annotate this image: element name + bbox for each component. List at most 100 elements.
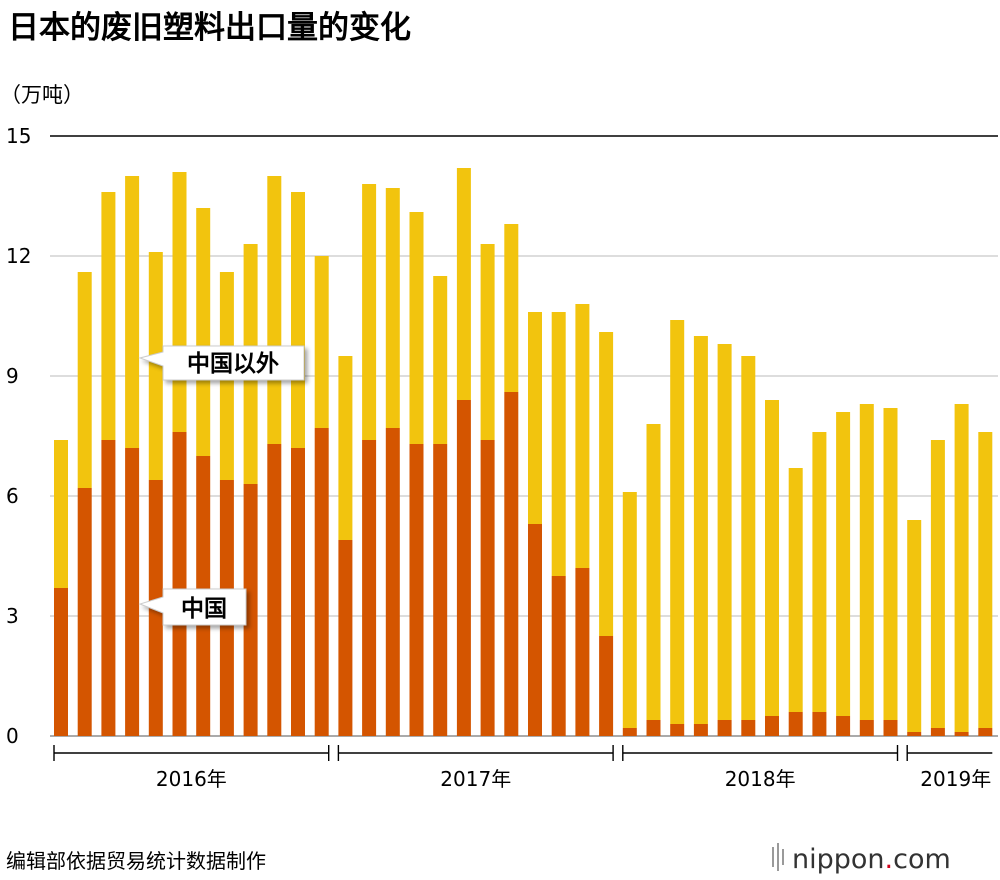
bar-other-segment <box>930 440 945 728</box>
source-note: 编辑部依据贸易统计数据制作 <box>6 849 266 873</box>
bar-other-segment <box>575 304 590 568</box>
year-label: 2016年 <box>156 767 227 791</box>
logo-mark-icon <box>772 843 784 871</box>
bar-china-segment <box>456 400 471 736</box>
callout-label-other: 中国以外 <box>187 350 279 377</box>
gridlines <box>50 135 998 737</box>
bar-china-segment <box>741 720 756 736</box>
bar-other-segment <box>978 432 993 728</box>
bar-other-segment <box>765 400 779 716</box>
bar-china-segment <box>788 712 803 736</box>
callout-other: 中国以外 <box>138 345 305 381</box>
callout-other-box <box>138 345 305 381</box>
bar-china-segment <box>338 540 353 736</box>
bar-other-segment <box>433 276 448 444</box>
bar-other-segment <box>859 404 874 720</box>
year-group: 2017年 <box>337 745 614 791</box>
bar-china-segment <box>575 568 590 736</box>
bar-other-segment <box>125 176 140 448</box>
bar-china-segment <box>528 524 542 736</box>
bar-other-segment <box>362 184 377 440</box>
bar-china-segment <box>409 444 424 736</box>
callout-china-box <box>138 588 247 626</box>
logo-text-suffix: com <box>893 844 951 875</box>
callout-china: 中国 <box>138 588 247 626</box>
bar-china-segment <box>385 428 400 736</box>
bar-other-segment <box>480 244 495 440</box>
year-label: 2019年 <box>920 767 991 791</box>
bar-other-segment <box>646 424 661 720</box>
bar-china-segment <box>77 488 92 736</box>
bar-other-segment <box>338 356 353 540</box>
bar-china-segment <box>267 444 282 736</box>
bar-other-segment <box>54 440 68 588</box>
bar-china-segment <box>836 716 851 736</box>
bar-other-segment <box>788 468 803 712</box>
bar-other-segment <box>77 272 92 488</box>
bar-other-segment <box>717 344 732 720</box>
logo-text-dot: . <box>885 844 894 875</box>
bar-china-segment <box>291 448 305 736</box>
bar-other-segment <box>622 492 637 728</box>
bar-china-segment <box>362 440 377 736</box>
bar-china-segment <box>693 724 708 736</box>
bar-other-segment <box>836 412 851 716</box>
bar-china-segment <box>859 720 874 736</box>
bar-china-segment <box>883 720 898 736</box>
logo-text-name: nippon <box>792 844 885 875</box>
y-tick-label: 12 <box>6 244 31 268</box>
y-tick-label: 6 <box>6 484 19 508</box>
svg-text:nippon.com: nippon.com <box>792 844 951 875</box>
nippon-logo: nippon.com <box>772 843 951 875</box>
bar-other-segment <box>504 224 519 392</box>
bar-china-segment <box>504 392 519 736</box>
bar-china-segment <box>646 720 661 736</box>
bar-china-segment <box>978 728 993 736</box>
bar-other-segment <box>907 520 922 732</box>
bar-other-segment <box>528 312 542 524</box>
x-axis-year-groups: 2016年 2017年 2018年 2019年 <box>53 745 993 791</box>
bar-other-segment <box>172 172 187 432</box>
bar-other-segment <box>551 312 566 576</box>
bar-china-segment <box>54 588 68 736</box>
bar-china-segment <box>551 576 566 736</box>
bar-other-segment <box>148 252 163 480</box>
year-label: 2017年 <box>440 767 511 791</box>
bar-china-segment <box>433 444 448 736</box>
bar-china-segment <box>812 712 827 736</box>
bar-other-segment <box>385 188 400 428</box>
bars <box>54 168 993 736</box>
y-tick-label: 9 <box>6 364 19 388</box>
bar-china-segment <box>172 432 187 736</box>
bar-other-segment <box>101 192 116 440</box>
bar-other-segment <box>291 192 305 448</box>
bar-china-segment <box>243 484 258 736</box>
bar-other-segment <box>196 208 211 456</box>
chart-title: 日本的废旧塑料出口量的变化 <box>8 10 411 46</box>
y-axis-ticks: 0 3 6 9 12 15 <box>6 124 31 748</box>
bar-other-segment <box>693 336 708 724</box>
bar-other-segment <box>741 356 756 720</box>
bar-china-segment <box>314 428 329 736</box>
bar-other-segment <box>883 408 898 720</box>
bar-other-segment <box>409 212 424 444</box>
bar-china-segment <box>930 728 945 736</box>
bar-china-segment <box>765 716 779 736</box>
bar-china-segment <box>125 448 140 736</box>
bar-other-segment <box>812 432 827 712</box>
bar-other-segment <box>599 332 614 636</box>
bar-other-segment <box>670 320 685 724</box>
bar-other-segment <box>456 168 471 400</box>
bar-china-segment <box>101 440 116 736</box>
y-tick-label: 15 <box>6 124 31 148</box>
y-tick-label: 0 <box>6 724 19 748</box>
bar-china-segment <box>954 732 969 736</box>
bar-china-segment <box>670 724 685 736</box>
bar-china-segment <box>717 720 732 736</box>
year-group: 2019年 <box>906 745 993 791</box>
bar-china-segment <box>480 440 495 736</box>
y-axis-unit-label: （万吨） <box>0 83 84 107</box>
callout-label-china: 中国 <box>181 596 227 622</box>
year-group: 2018年 <box>622 745 899 791</box>
